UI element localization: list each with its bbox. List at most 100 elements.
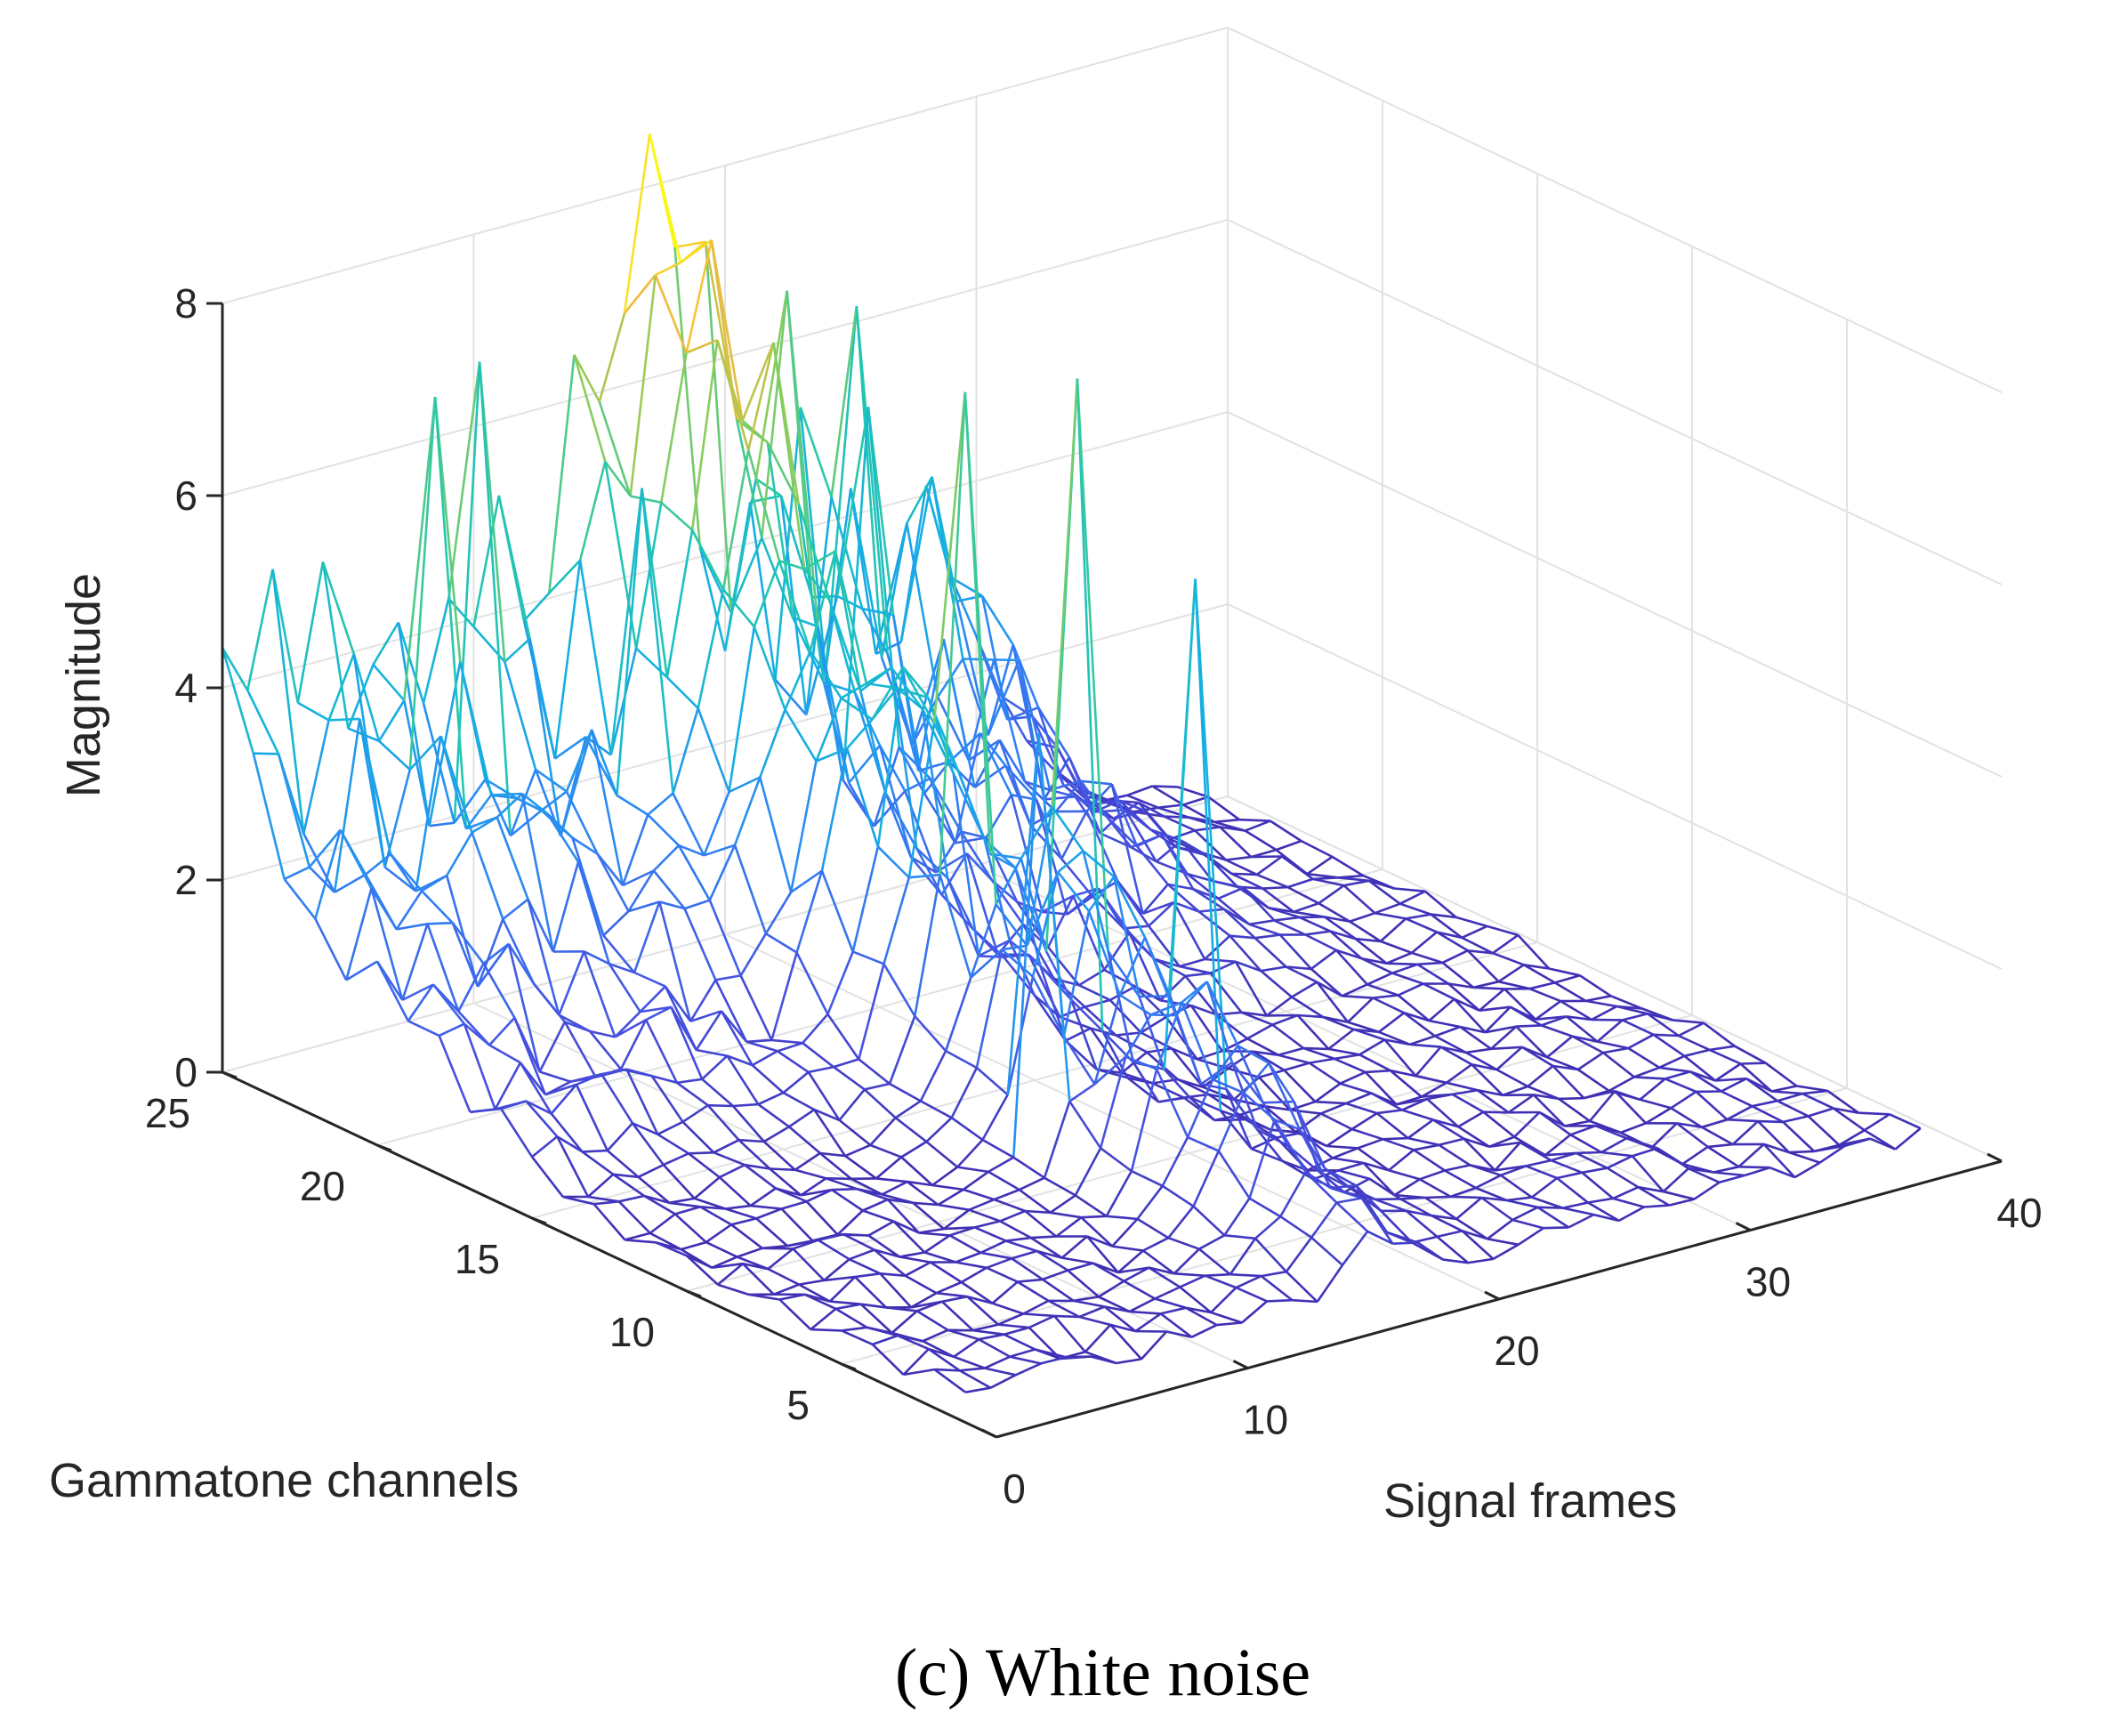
mesh-segment <box>1235 960 1262 973</box>
mesh-segment <box>1320 1112 1353 1131</box>
mesh-segment <box>1276 839 1302 852</box>
mesh-segment <box>1455 1217 1488 1240</box>
mesh-segment <box>1223 908 1256 940</box>
mesh-segment <box>806 1189 833 1203</box>
mesh-segment <box>781 1200 808 1210</box>
mesh-segment <box>1042 1278 1075 1302</box>
mesh-segment <box>1107 950 1141 997</box>
mesh-segment <box>730 1217 757 1226</box>
mesh-segment <box>1324 916 1350 923</box>
mesh-segment <box>470 1107 502 1114</box>
mesh-segment <box>694 1197 726 1210</box>
mesh-segment <box>726 1054 760 1105</box>
mesh-segment <box>491 792 523 796</box>
mesh-segment <box>818 1232 844 1241</box>
mesh-segment <box>1166 883 1200 913</box>
mesh-segment <box>1341 1231 1369 1266</box>
mesh-segment <box>1128 932 1162 1001</box>
mesh-segment <box>751 1064 785 1094</box>
mesh-segment <box>842 407 870 780</box>
mesh-segment <box>1146 1047 1173 1054</box>
mesh-segment <box>755 1207 782 1220</box>
mesh-segment <box>1179 957 1205 968</box>
mesh-segment <box>1042 1269 1068 1281</box>
mesh-segment <box>738 1138 764 1143</box>
mesh-segment <box>1107 951 1135 1063</box>
mesh-segment <box>1532 1094 1566 1127</box>
mesh-segment <box>1023 1312 1055 1318</box>
mesh-segment <box>1833 1107 1866 1132</box>
mesh-segment <box>1148 901 1175 927</box>
mesh-segment <box>688 1152 721 1179</box>
mesh-segment <box>372 621 399 666</box>
mesh-segment <box>548 559 582 594</box>
mesh-segment <box>856 1187 889 1201</box>
mesh-segment <box>327 653 356 721</box>
mesh-segment <box>527 899 560 1015</box>
mesh-segment <box>1296 1014 1330 1050</box>
mesh-segment <box>302 720 330 835</box>
mesh-segment <box>1264 1105 1291 1111</box>
mesh-segment <box>1109 1323 1136 1333</box>
mesh-segment <box>1533 1094 1560 1101</box>
mesh-segment <box>1231 872 1257 876</box>
mesh-segment <box>754 290 788 480</box>
mesh-segment <box>1270 1128 1302 1134</box>
mesh-segment <box>439 735 473 834</box>
mesh-segment <box>1500 1174 1533 1199</box>
mesh-segment <box>252 753 286 880</box>
mesh-segment <box>1526 1159 1552 1167</box>
mesh-segment <box>1192 1150 1220 1207</box>
mesh-segment <box>1285 1271 1318 1303</box>
mesh-segment <box>1093 1055 1127 1086</box>
mesh-segment <box>532 982 566 1023</box>
mesh-segment <box>952 772 980 957</box>
mesh-segment <box>1357 1147 1390 1172</box>
mesh-segment <box>860 1303 887 1309</box>
mesh-segment <box>698 546 732 613</box>
mesh-segment <box>408 735 442 771</box>
mesh-segment <box>1070 998 1104 1032</box>
mesh-segment <box>1024 780 1051 792</box>
mesh-segment <box>383 866 417 892</box>
z-axis-label: Magnitude <box>57 573 110 797</box>
mesh-segment <box>823 1258 850 1281</box>
mesh-segment <box>984 1355 1011 1369</box>
mesh-segment <box>1006 706 1039 721</box>
mesh-segment <box>609 488 643 755</box>
mesh-segment <box>1546 1056 1579 1071</box>
mesh-segment <box>913 1201 939 1207</box>
mesh-segment <box>1589 1090 1616 1122</box>
mesh-segment <box>608 963 641 1013</box>
mesh-segment <box>1480 1196 1513 1222</box>
mesh-segment <box>803 550 836 570</box>
mesh-segment <box>974 1220 1001 1229</box>
mesh-segment <box>1372 997 1405 1014</box>
y-tick-label: 10 <box>609 1309 655 1355</box>
mesh-segment <box>1299 916 1331 933</box>
mesh-segment <box>1487 1238 1519 1247</box>
mesh-segment <box>453 779 487 824</box>
mesh-segment <box>1254 1237 1287 1273</box>
mesh-segment <box>903 1368 935 1377</box>
mesh-segment <box>906 522 939 698</box>
mesh-segment <box>598 401 632 497</box>
mesh-segment <box>1584 1089 1616 1100</box>
mesh-segment <box>1455 916 1487 928</box>
mesh-segment <box>884 792 918 849</box>
mesh-segment <box>1182 795 1209 806</box>
mesh-segment <box>494 1062 522 1110</box>
mesh-segment <box>1142 900 1174 916</box>
mesh-segment <box>1150 1013 1176 1017</box>
mesh-segment <box>1086 1235 1119 1273</box>
mesh-segment <box>676 1078 703 1085</box>
mesh-segment <box>1253 1050 1279 1056</box>
mesh-segment <box>1462 1230 1488 1240</box>
mesh-segment <box>407 983 435 1022</box>
mesh-segment <box>1399 902 1431 916</box>
mesh-segment <box>889 1082 922 1102</box>
mesh-segment <box>744 1163 770 1170</box>
y-axis-line <box>222 1070 997 1439</box>
mesh-segment <box>1430 913 1463 939</box>
mesh-segment <box>1148 925 1181 967</box>
